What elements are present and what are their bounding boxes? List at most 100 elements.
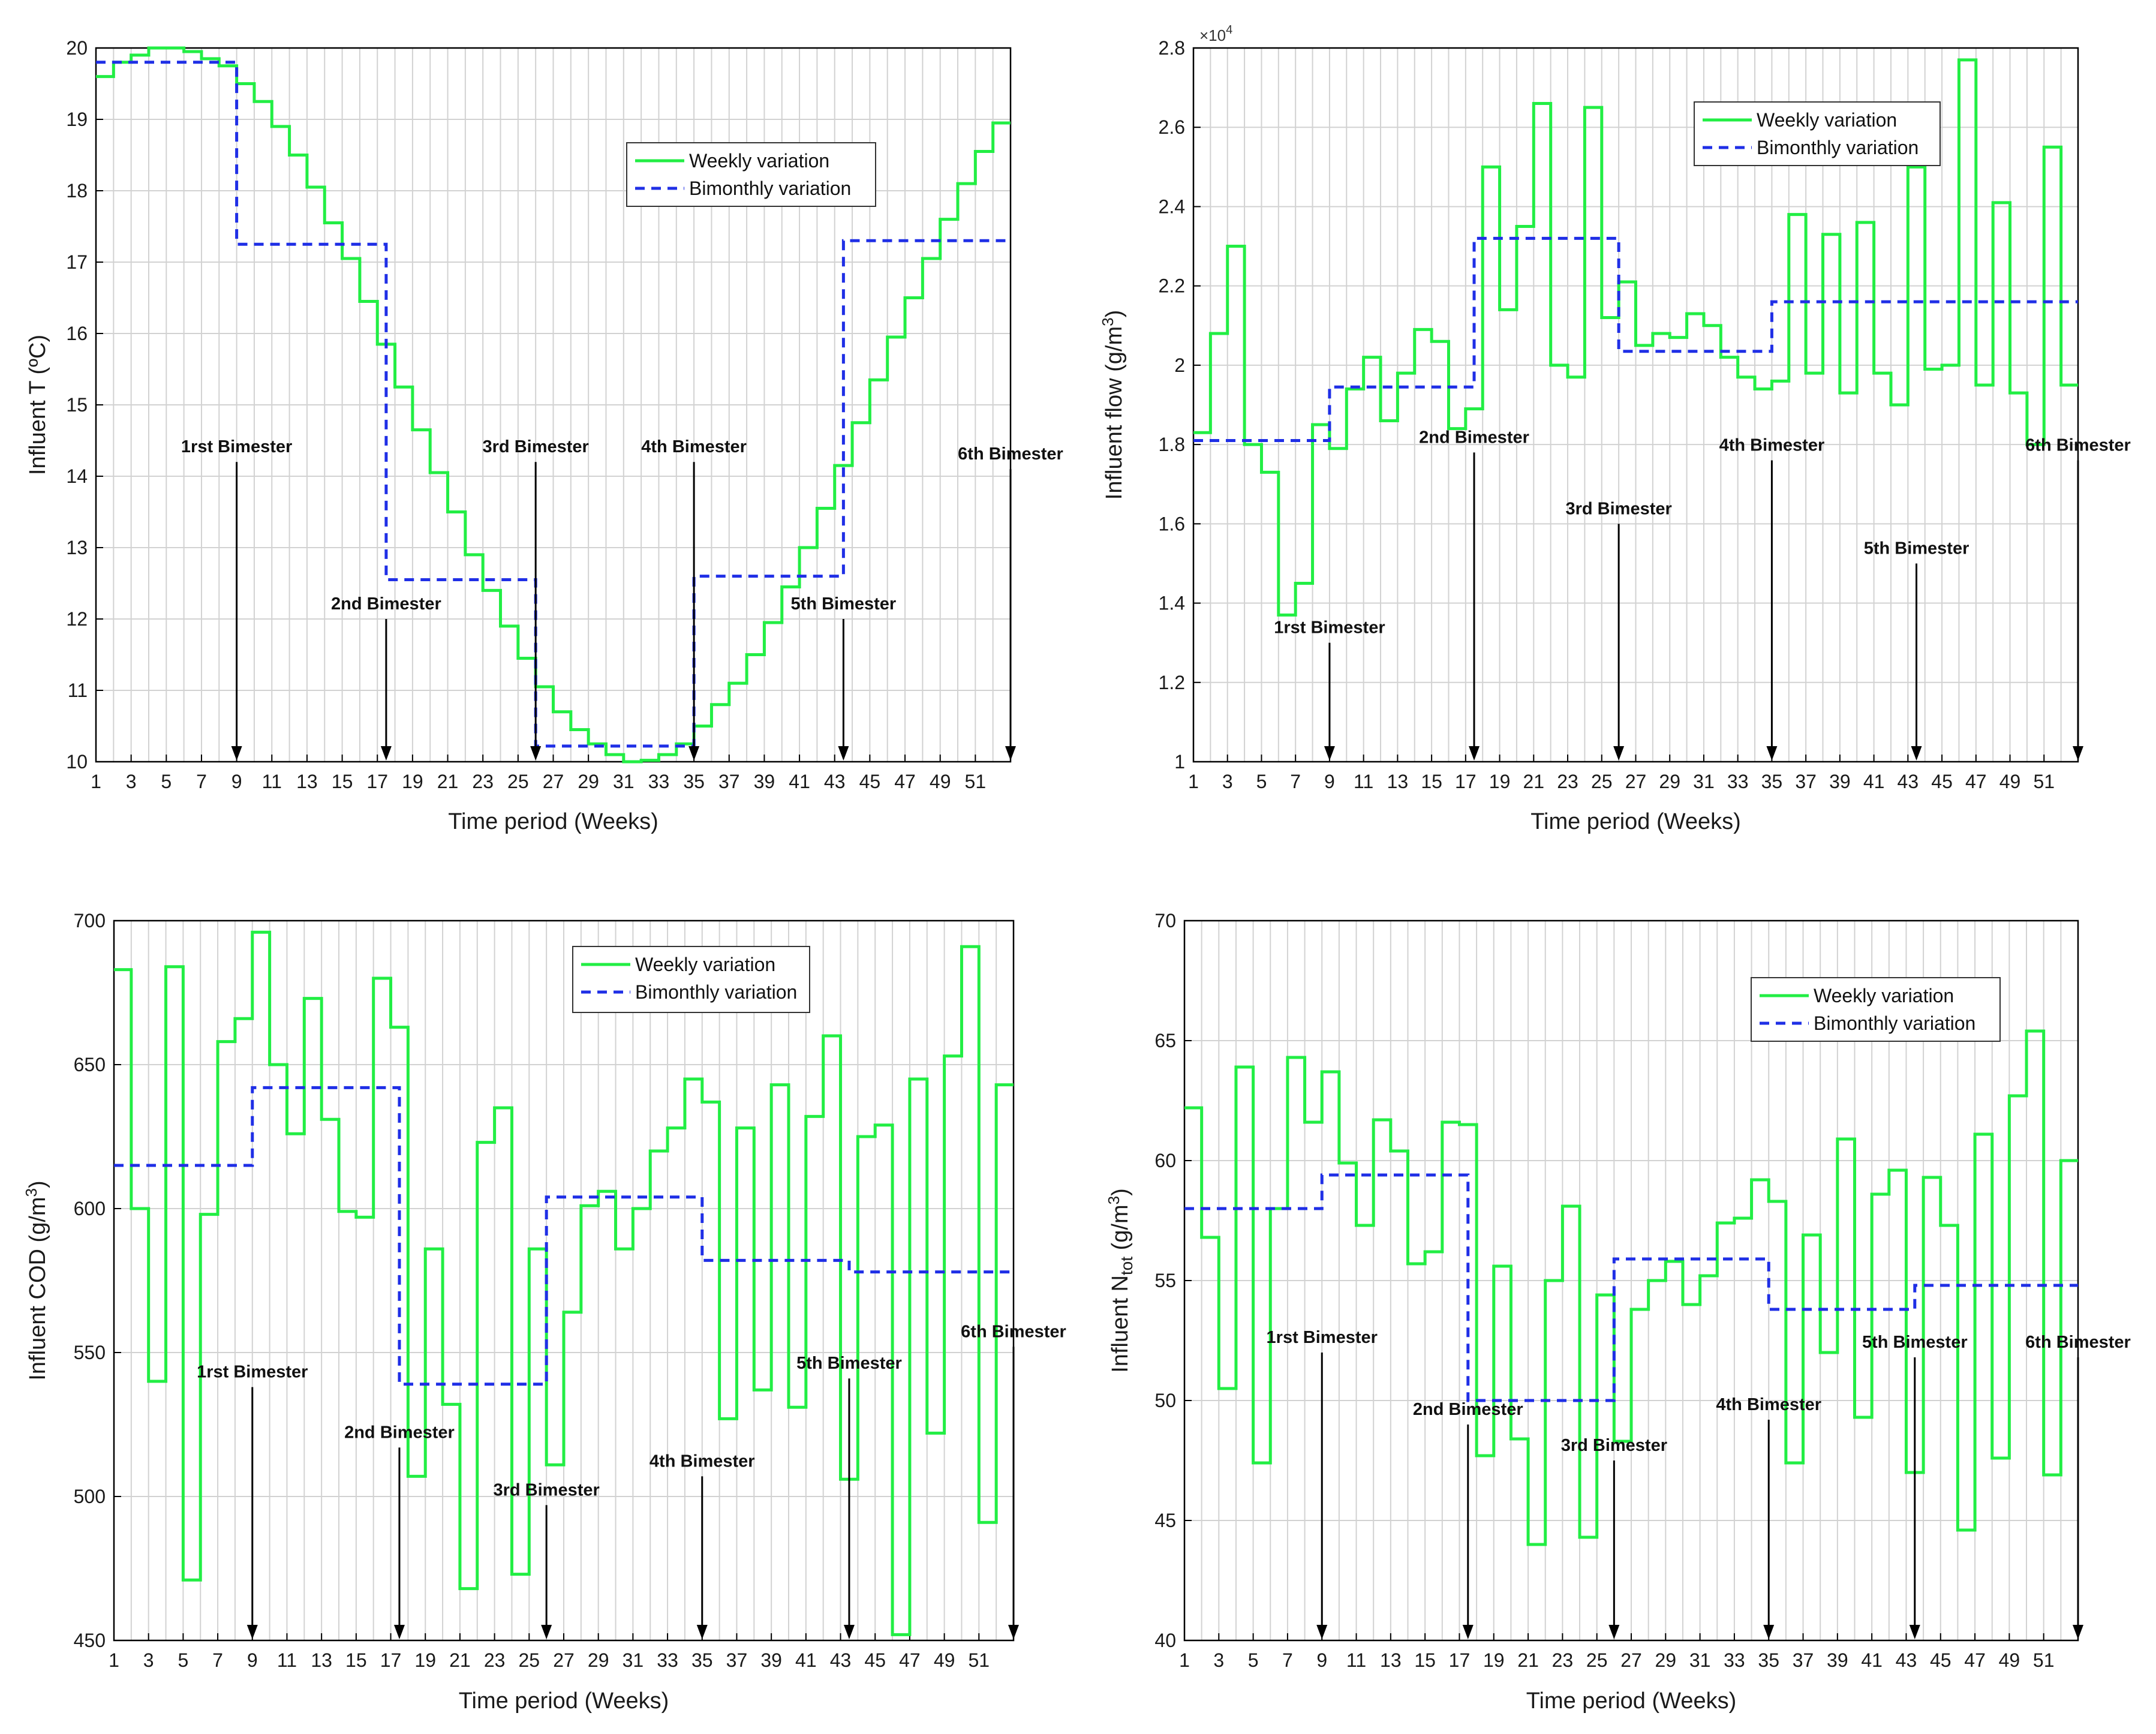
y-tick-label: 14 <box>66 465 88 487</box>
x-tick-label: 9 <box>1316 1649 1327 1671</box>
x-tick-label: 31 <box>623 1649 644 1671</box>
arrow-head <box>696 1625 708 1639</box>
bimester-annotation: 6th Bimester <box>958 444 1063 464</box>
y-tick-label: 700 <box>74 910 106 931</box>
legend-box <box>1751 977 2001 1042</box>
legend-box <box>1694 101 1941 166</box>
y-tick-label: 2.2 <box>1159 275 1185 297</box>
y-tick-label: 11 <box>68 680 88 701</box>
legend: Weekly variation Bimonthly variation <box>626 142 876 207</box>
y-tick-label: 1 <box>1174 751 1185 773</box>
x-tick-label: 41 <box>789 771 810 792</box>
x-tick-label: 3 <box>1222 771 1233 792</box>
x-tick-label: 43 <box>824 771 846 792</box>
x-tick-label: 43 <box>1898 771 1919 792</box>
chart-flow: 11.21.41.61.822.22.42.62.81 3 5 7 9 11 13 15 17 1… <box>1099 23 2131 834</box>
x-tick-label: 41 <box>795 1649 817 1671</box>
x-tick-label: 39 <box>760 1649 782 1671</box>
arrow-head <box>843 1625 855 1639</box>
arrow-head <box>1462 1625 1474 1639</box>
y-tick-label: 10 <box>66 751 88 773</box>
series-weekly-variation <box>1193 58 2078 617</box>
bimester-annotation: 6th Bimester <box>2025 1333 2131 1352</box>
y-tick-label: 500 <box>74 1486 106 1507</box>
x-tick-label: 45 <box>864 1649 886 1671</box>
arrow-head <box>1316 1625 1328 1639</box>
x-tick-label: 45 <box>859 771 881 792</box>
y-tick-label: 1.8 <box>1159 434 1185 455</box>
x-tick-label: 21 <box>437 771 459 792</box>
legend-box <box>626 142 876 207</box>
x-tick-label: 3 <box>1213 1649 1224 1671</box>
bimester-annotation: 1rst Bimester <box>1274 618 1385 638</box>
x-tick-label: 25 <box>507 771 529 792</box>
series-weekly-variation <box>1184 1029 2078 1546</box>
x-tick-label: 9 <box>1324 771 1335 792</box>
y-tick-label: 17 <box>66 251 88 273</box>
x-tick-label: 23 <box>472 771 494 792</box>
x-tick-label: 5 <box>1256 771 1267 792</box>
x-tick-label: 13 <box>1387 771 1409 792</box>
x-tick-label: 1 <box>1179 1649 1190 1671</box>
legend: Weekly variation Bimonthly variation <box>1751 977 2001 1042</box>
x-tick-label: 33 <box>648 771 670 792</box>
arrow-head <box>1766 746 1778 761</box>
x-tick-label: 37 <box>726 1649 748 1671</box>
x-tick-label: 29 <box>588 1649 609 1671</box>
series-bimonthly-variation <box>114 1086 1014 1386</box>
x-tick-label: 19 <box>1483 1649 1505 1671</box>
x-tick-label: 19 <box>414 1649 436 1671</box>
legend-label-weekly: Weekly variation <box>1757 109 1897 131</box>
legend-label-bimonthly: Bimonthly variation <box>1814 1012 1975 1034</box>
y-axis-label: Influent flow (g/m3) <box>1099 310 1127 500</box>
y-tick-label: 55 <box>1154 1270 1176 1291</box>
y-tick-label: 19 <box>66 109 88 130</box>
y-tick-label: 65 <box>1154 1030 1176 1051</box>
x-tick-label: 27 <box>1620 1649 1642 1671</box>
x-tick-label: 37 <box>1795 771 1817 792</box>
x-tick-label: 17 <box>1449 1649 1471 1671</box>
x-tick-label: 9 <box>247 1649 258 1671</box>
x-tick-label: 27 <box>1625 771 1647 792</box>
x-tick-label: 37 <box>718 771 740 792</box>
bimester-annotation: 5th Bimester <box>1864 539 1969 558</box>
series-bimonthly-variation <box>1184 1173 2078 1402</box>
bimester-annotation: 5th Bimester <box>796 1354 902 1373</box>
y-tick-label: 2 <box>1174 354 1185 376</box>
x-tick-label: 13 <box>296 771 318 792</box>
x-tick-label: 9 <box>231 771 242 792</box>
legend-label-weekly: Weekly variation <box>1814 985 1954 1006</box>
x-tick-label: 21 <box>449 1649 471 1671</box>
x-tick-label: 33 <box>1727 771 1749 792</box>
y-tick-label: 50 <box>1154 1390 1176 1411</box>
bimester-annotation: 2nd Bimester <box>344 1423 455 1442</box>
x-tick-label: 17 <box>380 1649 402 1671</box>
x-tick-label: 23 <box>484 1649 506 1671</box>
legend-label-weekly: Weekly variation <box>689 150 829 172</box>
x-tick-label: 29 <box>1659 771 1680 792</box>
x-tick-label: 5 <box>178 1649 188 1671</box>
y-tick-label: 1.4 <box>1159 593 1185 614</box>
arrow-head <box>380 746 392 761</box>
x-tick-label: 11 <box>262 771 282 792</box>
x-tick-label: 11 <box>277 1649 297 1671</box>
arrow-head <box>1608 1625 1620 1639</box>
x-tick-label: 15 <box>345 1649 367 1671</box>
bimester-annotation: 3rd Bimester <box>493 1480 599 1499</box>
x-tick-label: 25 <box>1586 1649 1608 1671</box>
series-bimonthly-variation <box>1193 236 2078 442</box>
y-tick-label: 15 <box>66 394 88 416</box>
x-tick-label: 1 <box>1188 771 1199 792</box>
legend: Weekly variation Bimonthly variation <box>1694 101 1941 166</box>
x-tick-label: 51 <box>2033 1649 2055 1671</box>
arrow-head <box>2073 746 2083 761</box>
bimester-annotation: 4th Bimester <box>641 437 747 456</box>
x-tick-label: 41 <box>1863 771 1885 792</box>
y-tick-label: 1.2 <box>1159 672 1185 693</box>
arrow-head <box>541 1625 552 1639</box>
x-tick-label: 7 <box>1290 771 1301 792</box>
x-tick-label: 21 <box>1517 1649 1539 1671</box>
x-tick-label: 27 <box>553 1649 575 1671</box>
